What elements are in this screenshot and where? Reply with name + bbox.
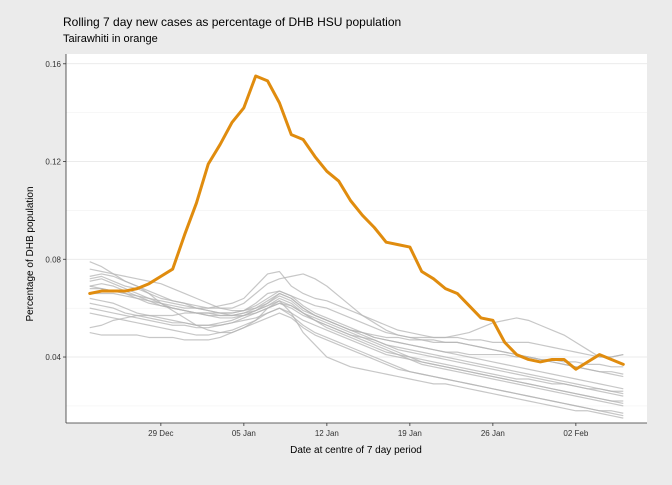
series-line-5: [89, 288, 624, 392]
y-axis-ticks: 0.04 0.08 0.12 0.16: [45, 60, 66, 362]
series-line-15: [89, 285, 624, 395]
series-line-8: [89, 307, 624, 402]
x-tick-label: 05 Jan: [232, 429, 256, 438]
x-tick-label: 19 Jan: [398, 429, 422, 438]
y-tick-label: 0.04: [45, 353, 61, 362]
x-tick-label: 26 Jan: [481, 429, 505, 438]
series-line-7: [89, 302, 624, 407]
series-line-10: [89, 312, 624, 417]
x-axis-label: Date at centre of 7 day period: [290, 445, 422, 456]
series-line-13: [89, 270, 624, 358]
tairawhiti-line: [88, 74, 625, 371]
other-dhb-series: [89, 261, 624, 419]
x-axis-ticks: 29 Dec 05 Jan 12 Jan 19 Jan 26 Jan 02 Feb: [148, 423, 589, 438]
x-tick-label: 12 Jan: [315, 429, 339, 438]
y-tick-label: 0.08: [45, 255, 61, 264]
series-line-14: [89, 290, 624, 358]
x-tick-label: 02 Feb: [563, 429, 588, 438]
y-axis-label: Percentage of DHB population: [25, 186, 36, 321]
chart-subtitle: Tairawhiti in orange: [63, 33, 158, 45]
chart-title: Rolling 7 day new cases as percentage of…: [63, 15, 401, 29]
series-line-12: [89, 268, 624, 375]
y-tick-label: 0.12: [45, 158, 61, 167]
y-tick-label: 0.16: [45, 60, 61, 69]
tairawhiti-series: [88, 74, 625, 371]
gridlines: [66, 63, 647, 407]
x-tick-label: 29 Dec: [148, 429, 173, 438]
axis-lines: [65, 54, 647, 424]
